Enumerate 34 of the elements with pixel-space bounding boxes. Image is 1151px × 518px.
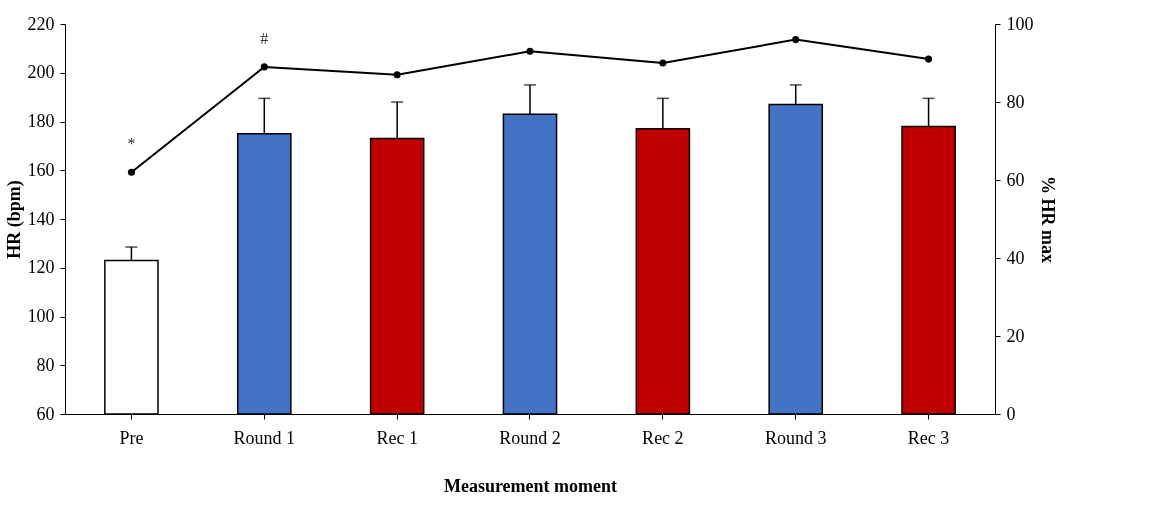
y-tick-label: 180 — [27, 111, 55, 131]
annotation: # — [260, 29, 269, 47]
y2-tick-label: 80 — [1006, 91, 1025, 112]
y-tick-label: 160 — [27, 159, 55, 180]
y-tick-label: 60 — [36, 403, 55, 424]
y2-axis-title: % HR max — [1037, 176, 1058, 263]
y-tick-label: 140 — [27, 208, 55, 229]
x-tick-label: Round 1 — [233, 427, 296, 448]
x-axis-title: Measurement moment — [443, 475, 618, 496]
x-tick-label: Rec 3 — [907, 427, 950, 448]
point — [393, 71, 401, 79]
point — [659, 59, 667, 67]
x-tick-label: Rec 2 — [642, 427, 684, 448]
y-tick-label: 220 — [27, 13, 55, 34]
y-tick-label: 80 — [36, 354, 55, 375]
y-tick-label: 120 — [27, 257, 55, 278]
y2-tick-label: 60 — [1006, 169, 1025, 190]
x-tick-label: Pre — [119, 427, 144, 448]
x-tick-label: Round 2 — [499, 427, 561, 448]
y2-tick-label: 0 — [1006, 403, 1016, 424]
y-tick-label: 100 — [27, 306, 55, 326]
x-tick-label: Rec 1 — [376, 427, 418, 448]
point — [925, 55, 933, 63]
point — [127, 168, 135, 176]
y-tick-label: 200 — [27, 62, 55, 83]
y2-tick-label: 100 — [1006, 13, 1034, 34]
annotation: * — [127, 135, 136, 153]
y-axis-title: HR (bpm) — [3, 180, 25, 259]
point — [792, 36, 800, 44]
point — [526, 47, 534, 55]
x-tick-label: Round 3 — [764, 427, 827, 448]
y2-tick-label: 40 — [1006, 247, 1025, 268]
y2-tick-label: 20 — [1006, 325, 1025, 346]
point — [260, 63, 268, 71]
